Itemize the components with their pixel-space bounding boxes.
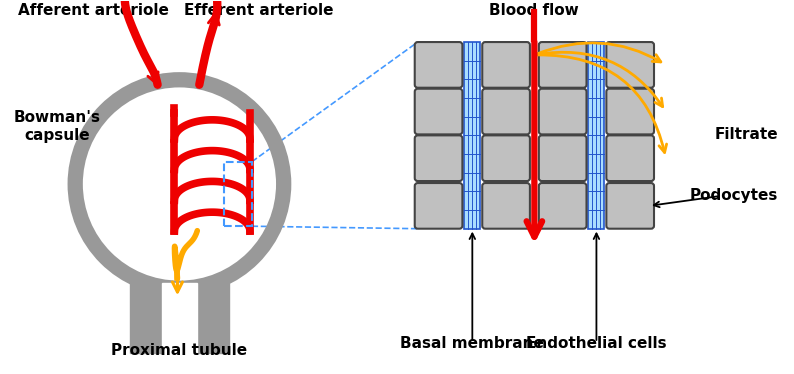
FancyBboxPatch shape [482, 42, 530, 88]
Text: Blood flow: Blood flow [489, 3, 579, 18]
Polygon shape [129, 283, 161, 353]
FancyBboxPatch shape [539, 135, 587, 181]
Text: Afferent arteriole: Afferent arteriole [17, 3, 168, 18]
FancyBboxPatch shape [607, 42, 654, 88]
FancyBboxPatch shape [414, 183, 462, 229]
Bar [464, 42, 480, 229]
Bar [224, 162, 252, 226]
Text: Podocytes: Podocytes [690, 188, 778, 203]
Text: Bowman's
capsule: Bowman's capsule [13, 110, 101, 142]
Text: Proximal tubule: Proximal tubule [111, 343, 248, 358]
FancyBboxPatch shape [482, 89, 530, 134]
FancyBboxPatch shape [539, 42, 587, 88]
Polygon shape [197, 283, 229, 353]
FancyBboxPatch shape [607, 135, 654, 181]
Text: Endothelial cells: Endothelial cells [526, 336, 667, 351]
FancyBboxPatch shape [414, 135, 462, 181]
FancyBboxPatch shape [607, 183, 654, 229]
Text: Efferent arteriole: Efferent arteriole [184, 3, 333, 18]
FancyBboxPatch shape [607, 89, 654, 134]
FancyBboxPatch shape [482, 183, 530, 229]
Text: Basal membrane: Basal membrane [400, 336, 544, 351]
Text: Filtrate: Filtrate [715, 127, 778, 142]
FancyBboxPatch shape [414, 89, 462, 134]
FancyBboxPatch shape [539, 89, 587, 134]
Bar [588, 42, 604, 229]
FancyBboxPatch shape [414, 42, 462, 88]
FancyBboxPatch shape [482, 135, 530, 181]
Polygon shape [161, 283, 197, 353]
FancyBboxPatch shape [539, 183, 587, 229]
